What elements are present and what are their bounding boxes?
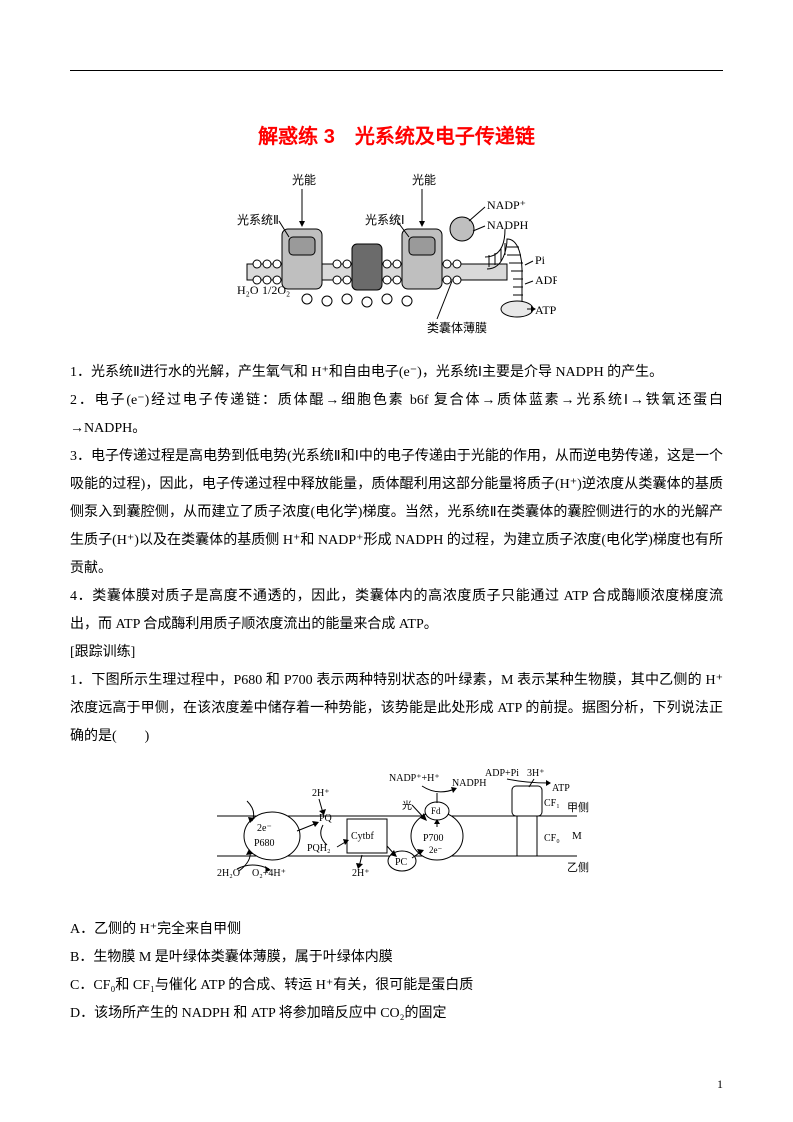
figure-2: 2e⁻ P680 PQ PQH₂ 2H⁺ Cytbf 2H⁺ <box>70 761 723 901</box>
label-atp: ATP <box>535 303 557 317</box>
label-jia: 甲侧 <box>567 801 589 814</box>
label-2e-b: 2e⁻ <box>429 845 442 855</box>
label-nadph2: NADPH <box>452 778 486 789</box>
label-ps2: 光系统Ⅱ <box>237 213 279 227</box>
q1-stem: 1．下图所示生理过程中，P680 和 P700 表示两种特别状态的叶绿素，M 表… <box>70 667 723 751</box>
header-rule <box>70 70 723 71</box>
label-2e-a: 2e⁻ <box>257 823 272 834</box>
label-p680: P680 <box>254 838 275 849</box>
label-light2: 光能 <box>412 173 436 187</box>
label-pc: PC <box>395 857 408 868</box>
doc-title: 解惑练 3 光系统及电子传递链 <box>70 120 723 149</box>
label-nadp: NADP⁺ <box>487 198 526 212</box>
label-2h-top: 2H⁺ <box>312 788 330 799</box>
q1-options: A．乙侧的 H⁺完全来自甲侧 B．生物膜 M 是叶绿体类囊体薄膜，属于叶绿体内膜… <box>70 916 723 1028</box>
label-adp-pi: ADP+Pi <box>485 768 519 779</box>
para-4: 4．类囊体膜对质子是高度不通透的，因此，类囊体内的高浓度质子只能通过 ATP 合… <box>70 583 723 639</box>
para-3: 3．电子传递过程是高电势到低电势(光系统Ⅱ和Ⅰ中的电子传递由于光能的作用，从而逆… <box>70 443 723 583</box>
label-cytbf: Cytbf <box>351 831 374 842</box>
label-3h: 3H⁺ <box>527 768 545 779</box>
page-number: 1 <box>717 1077 723 1092</box>
label-cf0: CF₀ <box>544 833 560 844</box>
section-label: [跟踪训练] <box>70 639 723 667</box>
label-2h-bot: 2H⁺ <box>352 868 370 879</box>
label-nadph: NADPH <box>487 218 529 232</box>
label-membrane: 类囊体薄膜 <box>427 320 487 335</box>
label-fd: Fd <box>431 806 441 816</box>
label-p700: P700 <box>423 833 444 844</box>
q1-option-d: D．该场所产生的 NADPH 和 ATP 将参加暗反应中 CO₂的固定 <box>70 1000 723 1028</box>
q1-option-b: B．生物膜 M 是叶绿体类囊体薄膜，属于叶绿体内膜 <box>70 944 723 972</box>
label-h2o: H₂O <box>237 283 259 297</box>
label-2h2o: 2H₂O <box>217 868 240 879</box>
photosystem-diagram: 光能 光能 光系统Ⅱ 光系统Ⅰ NADP⁺ NADPH H₂O 1/2O₂ Pi… <box>237 169 557 339</box>
membrane-diagram: 2e⁻ P680 PQ PQH₂ 2H⁺ Cytbf 2H⁺ <box>197 761 597 896</box>
label-light: 光 <box>402 799 412 812</box>
label-atp2: ATP <box>552 783 570 794</box>
label-yi: 乙侧 <box>567 861 589 874</box>
label-o2: 1/2O₂ <box>262 283 290 297</box>
para-1: 1．光系统Ⅱ进行水的光解，产生氧气和 H⁺和自由电子(e⁻)，光系统Ⅰ主要是介导… <box>70 359 723 387</box>
page: 解惑练 3 光系统及电子传递链 <box>0 0 793 1122</box>
label-nadp-h: NADP⁺+H⁺ <box>389 773 440 784</box>
label-m: M <box>572 830 582 842</box>
q1-option-a: A．乙侧的 H⁺完全来自甲侧 <box>70 916 723 944</box>
label-pq: PQ <box>319 813 333 824</box>
label-adp: ADP <box>535 273 557 287</box>
label-light1: 光能 <box>292 173 316 187</box>
para-2: 2．电子(e⁻)经过电子传递链：质体醌→细胞色素 b6f 复合体→质体蓝素→光系… <box>70 387 723 443</box>
q1-option-c: C．CF₀和 CF₁与催化 ATP 的合成、转运 H⁺有关，很可能是蛋白质 <box>70 972 723 1000</box>
label-ps1: 光系统Ⅰ <box>365 213 405 227</box>
label-cf1: CF₁ <box>544 798 560 809</box>
figure-1: 光能 光能 光系统Ⅱ 光系统Ⅰ NADP⁺ NADPH H₂O 1/2O₂ Pi… <box>70 169 723 344</box>
label-pi: Pi <box>535 253 546 267</box>
